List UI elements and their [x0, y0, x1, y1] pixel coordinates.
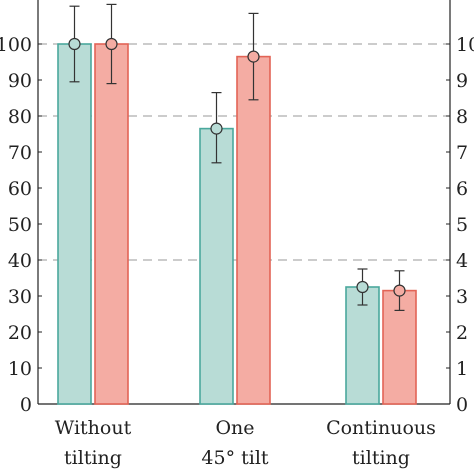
y-tick-label-right: 3 — [456, 286, 468, 308]
bar — [94, 43, 129, 405]
category-label: 45° tilt — [201, 447, 269, 469]
y-tick-label-right: 6 — [456, 178, 468, 200]
y-tick-label-right: 7 — [456, 142, 468, 164]
y-tick-label-left: 40 — [8, 250, 32, 272]
y-tick-label-left: 100 — [0, 34, 32, 56]
bar — [57, 43, 92, 405]
category-label: Continuous — [326, 417, 436, 439]
mean-marker — [68, 37, 81, 51]
y-tick-label-left: 0 — [20, 394, 32, 416]
y-tick-label-left: 80 — [8, 106, 32, 128]
mean-marker — [356, 280, 369, 294]
y-tick-label-left: 10 — [8, 358, 32, 380]
y-tick-label-left: 30 — [8, 286, 32, 308]
mean-marker — [105, 37, 118, 51]
y-tick-label-left: 90 — [8, 70, 32, 92]
category-label: tilting — [64, 447, 122, 469]
y-tick-label-right: 5 — [456, 214, 468, 236]
y-tick-label-left: 70 — [8, 142, 32, 164]
y-tick-label-right: 0 — [456, 394, 468, 416]
mean-marker — [210, 122, 223, 135]
category-label: One — [215, 417, 254, 439]
y-tick-label-right: 4 — [456, 250, 468, 272]
y-tick-label-left: 60 — [8, 178, 32, 200]
bar — [199, 127, 234, 405]
category-label: tilting — [352, 447, 410, 469]
y-tick-label-right: 9 — [456, 70, 468, 92]
bar — [345, 286, 380, 405]
mean-marker — [393, 284, 406, 297]
y-tick-label-right: 2 — [456, 322, 468, 344]
mean-marker — [247, 50, 260, 63]
y-tick-label-right: 10 — [456, 34, 474, 56]
y-tick-label-left: 20 — [8, 322, 32, 344]
category-label: Without — [55, 417, 132, 439]
y-tick-label-right: 1 — [456, 358, 468, 380]
y-tick-label-right: 8 — [456, 106, 468, 128]
y-tick-label-left: 50 — [8, 214, 32, 236]
bar — [236, 55, 271, 405]
